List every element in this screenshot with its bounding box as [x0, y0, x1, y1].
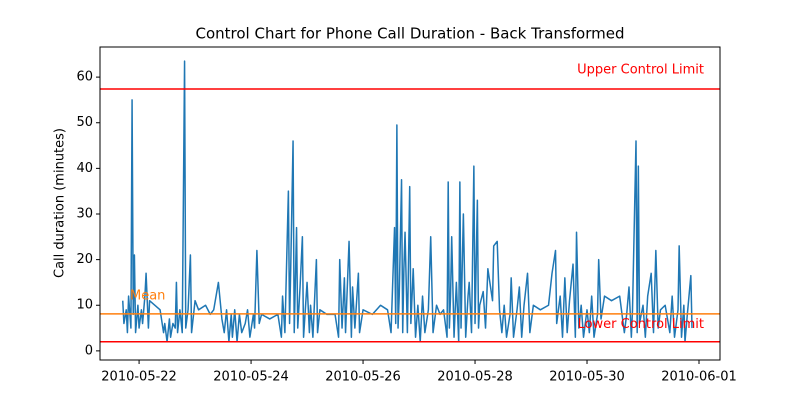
x-tick-label: 2010-05-30: [549, 370, 625, 385]
x-tick-label: 2010-05-28: [437, 370, 513, 385]
x-tick-label: 2010-05-22: [101, 370, 177, 385]
y-tick-label: 40: [76, 161, 93, 176]
y-tick-label: 20: [76, 252, 93, 267]
y-tick-label: 50: [76, 115, 93, 130]
x-tick-label: 2010-06-01: [661, 370, 737, 385]
plot-frame: [99, 46, 721, 361]
y-tick-label: 60: [76, 70, 93, 85]
y-tick-label: 30: [76, 206, 93, 221]
y-tick-label: 10: [76, 298, 93, 313]
control-line-label: Mean: [130, 288, 165, 303]
x-tick-label: 2010-05-26: [325, 370, 401, 385]
y-axis-label: Call duration (minutes): [53, 128, 68, 278]
control-line-label: Lower Control Limit: [578, 317, 704, 332]
y-tick-label: 0: [85, 343, 93, 358]
control-line-label: Upper Control Limit: [577, 62, 704, 77]
chart-title: Control Chart for Phone Call Duration - …: [195, 25, 624, 43]
data-line: [122, 60, 693, 343]
x-tick-label: 2010-05-24: [213, 370, 289, 385]
